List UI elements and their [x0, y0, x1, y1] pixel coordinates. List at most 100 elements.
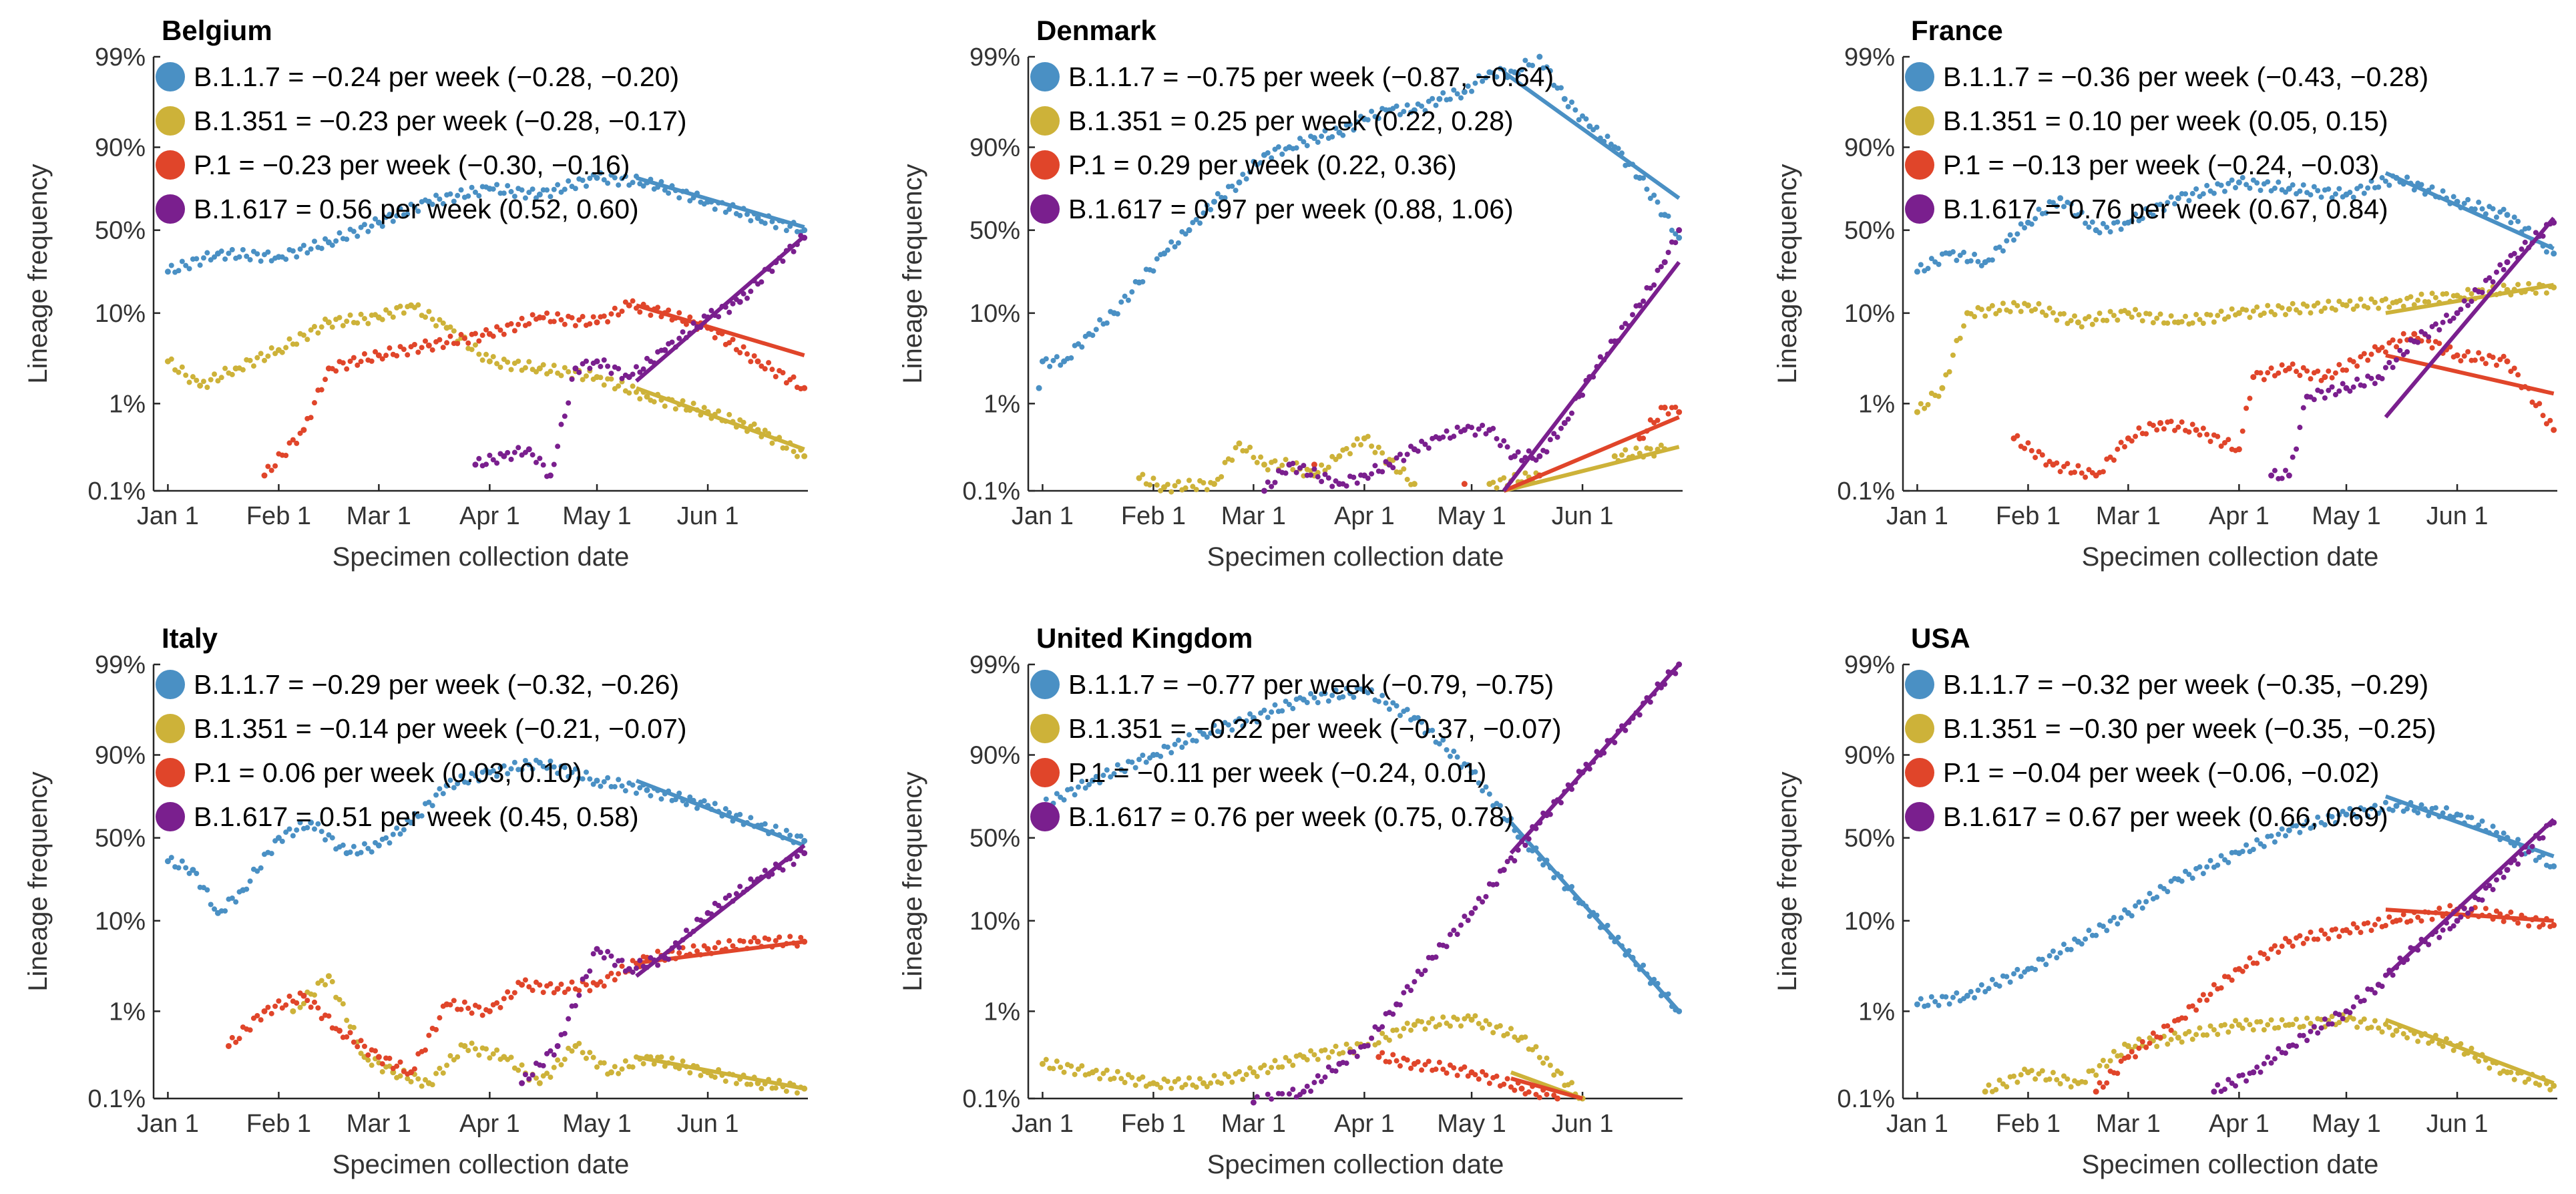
data-point [1408, 988, 1414, 994]
data-point [1390, 1052, 1396, 1058]
data-point [1340, 694, 1346, 700]
data-point [276, 998, 282, 1004]
data-point [2022, 225, 2028, 231]
data-point [2133, 903, 2139, 909]
data-point [2083, 1079, 2089, 1085]
data-point [369, 358, 375, 364]
data-point [712, 206, 718, 212]
data-point [1369, 471, 1375, 477]
data-point [2225, 974, 2231, 980]
data-point [229, 895, 235, 901]
data-point [308, 819, 314, 826]
data-point [297, 1004, 303, 1010]
data-point [2386, 182, 2392, 188]
data-point [387, 212, 393, 218]
data-point [1125, 1072, 1131, 1078]
data-point [323, 837, 329, 843]
data-point [1530, 63, 1536, 69]
data-point [508, 456, 514, 462]
data-point [2465, 910, 2471, 916]
data-point [194, 256, 200, 262]
data-point [472, 189, 478, 195]
data-point [1637, 712, 1643, 718]
data-point [2279, 1017, 2285, 1023]
data-point [1393, 703, 1400, 709]
data-point [730, 301, 736, 307]
data-point [1451, 928, 1457, 934]
data-point [2322, 822, 2328, 828]
data-point [197, 382, 204, 389]
data-point [2515, 920, 2521, 926]
fit-line [2384, 817, 2555, 978]
data-point [1415, 448, 1421, 454]
data-point [2290, 182, 2296, 188]
data-point [1222, 195, 1228, 201]
data-point [304, 337, 310, 343]
data-point [1243, 448, 1249, 454]
data-point [1308, 472, 1314, 478]
data-point [440, 201, 446, 207]
data-point [722, 806, 728, 812]
data-point [1939, 385, 1946, 391]
data-point [2193, 186, 2199, 192]
data-point [744, 295, 750, 301]
data-point [294, 440, 300, 446]
data-point [672, 406, 678, 412]
y-tick-label: 50% [970, 825, 1020, 853]
data-point [1365, 1042, 1371, 1048]
data-point [562, 186, 568, 192]
data-point [1465, 762, 1471, 768]
data-point [2250, 1069, 2257, 1076]
data-point [2490, 887, 2496, 893]
data-point [1978, 307, 1984, 313]
data-point [2243, 405, 2249, 411]
legend-marker [1905, 802, 1934, 831]
data-point [2390, 365, 2396, 371]
data-point [358, 224, 364, 230]
data-point [2243, 964, 2249, 970]
data-point [594, 777, 600, 784]
data-point [1254, 1094, 1260, 1100]
data-point [612, 175, 618, 181]
data-point [2415, 297, 2421, 303]
data-point [2000, 301, 2006, 307]
data-point [2028, 447, 2034, 453]
data-point [1522, 470, 1528, 476]
data-point [662, 403, 668, 409]
data-point [522, 195, 528, 201]
data-point [2028, 221, 2034, 227]
data-point [2054, 955, 2060, 961]
data-point [1393, 1027, 1400, 1033]
data-point [2168, 313, 2174, 319]
data-point [511, 194, 517, 200]
data-point [511, 328, 517, 334]
data-point [2150, 320, 2156, 326]
data-point [601, 177, 607, 183]
data-point [1175, 240, 1181, 246]
data-point [2276, 1046, 2282, 1052]
data-point [2186, 871, 2192, 877]
data-point [2193, 427, 2199, 433]
data-point [2483, 906, 2489, 912]
data-point [1497, 803, 1503, 809]
data-point [2129, 314, 2135, 320]
data-point [455, 781, 461, 787]
data-point [780, 370, 786, 376]
data-point [1386, 707, 1392, 713]
data-point [529, 312, 535, 318]
data-point [1351, 1049, 1357, 1055]
data-point [1097, 780, 1103, 786]
data-point [1497, 1023, 1503, 1029]
data-point [626, 390, 632, 396]
data-point [2043, 313, 2049, 319]
data-point [2211, 1027, 2217, 1033]
data-point [405, 211, 411, 217]
data-point [2386, 304, 2392, 310]
data-point [2376, 184, 2382, 190]
data-point [1325, 464, 1331, 470]
data-point [1168, 1085, 1174, 1091]
data-point [2361, 383, 2367, 389]
data-point [1433, 954, 1439, 960]
y-axis-label: Lineage frequency [1773, 164, 1802, 383]
data-point [2443, 313, 2449, 319]
